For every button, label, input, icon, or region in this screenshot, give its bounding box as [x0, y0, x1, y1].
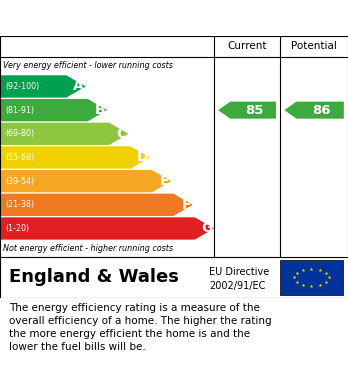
Text: England & Wales: England & Wales	[9, 268, 179, 287]
Text: B: B	[95, 103, 105, 117]
Text: E: E	[160, 174, 169, 188]
Text: (55-68): (55-68)	[5, 153, 34, 162]
Polygon shape	[0, 99, 107, 121]
Bar	[0, 36, 348, 57]
Text: (81-91): (81-91)	[5, 106, 34, 115]
Text: Not energy efficient - higher running costs: Not energy efficient - higher running co…	[3, 244, 174, 253]
Text: G: G	[201, 221, 212, 235]
Text: The energy efficiency rating is a measure of the
overall efficiency of a home. T: The energy efficiency rating is a measur…	[9, 303, 271, 352]
Text: A: A	[73, 79, 84, 93]
Text: (21-38): (21-38)	[5, 200, 34, 209]
Polygon shape	[0, 194, 193, 216]
Polygon shape	[0, 123, 128, 145]
Polygon shape	[0, 217, 214, 240]
Text: (1-20): (1-20)	[5, 224, 29, 233]
Text: Energy Efficiency Rating: Energy Efficiency Rating	[9, 11, 211, 25]
Polygon shape	[0, 146, 150, 169]
Text: Very energy efficient - lower running costs: Very energy efficient - lower running co…	[3, 61, 173, 70]
Text: F: F	[181, 198, 191, 212]
Text: EU Directive: EU Directive	[209, 267, 269, 278]
Polygon shape	[218, 102, 276, 118]
Text: (39-54): (39-54)	[5, 177, 34, 186]
Text: D: D	[137, 151, 148, 165]
Polygon shape	[0, 75, 86, 98]
Text: (92-100): (92-100)	[5, 82, 39, 91]
Text: Potential: Potential	[291, 41, 337, 52]
Polygon shape	[284, 102, 344, 118]
Text: 86: 86	[313, 104, 331, 117]
Text: 85: 85	[246, 104, 264, 117]
Polygon shape	[0, 170, 171, 192]
Text: 2002/91/EC: 2002/91/EC	[209, 281, 265, 291]
Text: (69-80): (69-80)	[5, 129, 34, 138]
Text: Current: Current	[227, 41, 267, 52]
Bar	[280, 260, 343, 295]
Text: C: C	[117, 127, 127, 141]
